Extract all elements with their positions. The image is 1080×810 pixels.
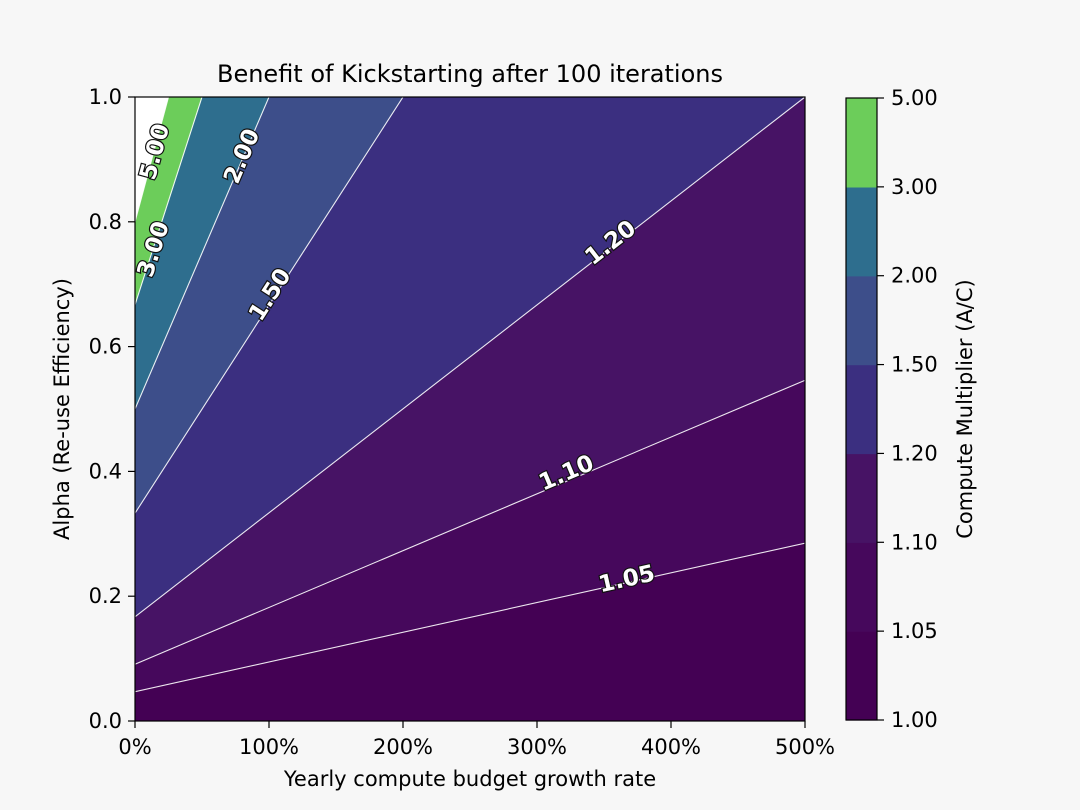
contour-line: [135, 97, 170, 222]
colorbar-segment: [846, 631, 877, 721]
contour-line: [135, 379, 805, 665]
y-tick-label: 0.8: [89, 210, 122, 234]
contour-line: [135, 97, 270, 410]
colorbar-label: Compute Multiplier (A/C): [953, 279, 977, 539]
plot-area: [135, 97, 805, 721]
y-axis: 0.0 0.2 0.4 0.6 0.8 1.0: [89, 85, 135, 733]
y-tick-label: 0.6: [89, 335, 122, 359]
colorbar-tick-label: 2.00: [891, 264, 938, 288]
contour-line: [135, 97, 404, 514]
x-axis-label: Yearly compute budget growth rate: [283, 767, 656, 791]
contour-lines: [135, 97, 805, 693]
colorbar-segment: [846, 186, 877, 277]
colorbar-segment: [846, 98, 877, 188]
y-axis-label: Alpha (Re-use Efficiency): [50, 278, 74, 540]
contour-fills: [135, 97, 805, 721]
plot-frame: [134, 96, 806, 722]
x-tick-label: 400%: [641, 735, 701, 759]
x-tick-label: 300%: [507, 735, 567, 759]
x-tick-label: 200%: [373, 735, 433, 759]
contour-band: [135, 542, 805, 721]
colorbar-frame: [845, 97, 878, 721]
colorbar-segment: [846, 542, 877, 632]
contour-line: [135, 97, 203, 305]
colorbar: 1.00 1.05 1.10 1.20 1.50 2.00 3.00 5.00: [845, 86, 938, 732]
colorbar-tick-label: 5.00: [891, 86, 938, 110]
y-tick-label: 0.2: [89, 584, 122, 608]
contour-line: [135, 97, 805, 618]
y-tick-label: 1.0: [89, 85, 122, 109]
colorbar-tick-label: 1.50: [891, 353, 938, 377]
colorbar-segment: [846, 364, 877, 455]
contour-line: [135, 542, 805, 693]
colorbar-tick-label: 1.10: [891, 530, 938, 554]
colorbar-segment: [846, 453, 877, 543]
contour-band: [135, 97, 805, 665]
colorbar-segment: [846, 275, 877, 366]
x-tick-label: 0%: [118, 735, 151, 759]
contour-band: [135, 379, 805, 693]
x-tick-label: 100%: [239, 735, 299, 759]
colorbar-tick-label: 3.00: [891, 175, 938, 199]
y-tick-label: 0.4: [89, 459, 122, 483]
colorbar-tick-label: 1.00: [891, 708, 938, 732]
x-tick-label: 500%: [775, 735, 835, 759]
colorbar-tick-label: 1.05: [891, 619, 938, 643]
colorbar-tick-label: 1.20: [891, 441, 938, 465]
chart-title: Benefit of Kickstarting after 100 iterat…: [217, 60, 723, 88]
x-axis: 0% 100% 200% 300% 400% 500%: [118, 721, 835, 759]
y-tick-label: 0.0: [89, 709, 122, 733]
